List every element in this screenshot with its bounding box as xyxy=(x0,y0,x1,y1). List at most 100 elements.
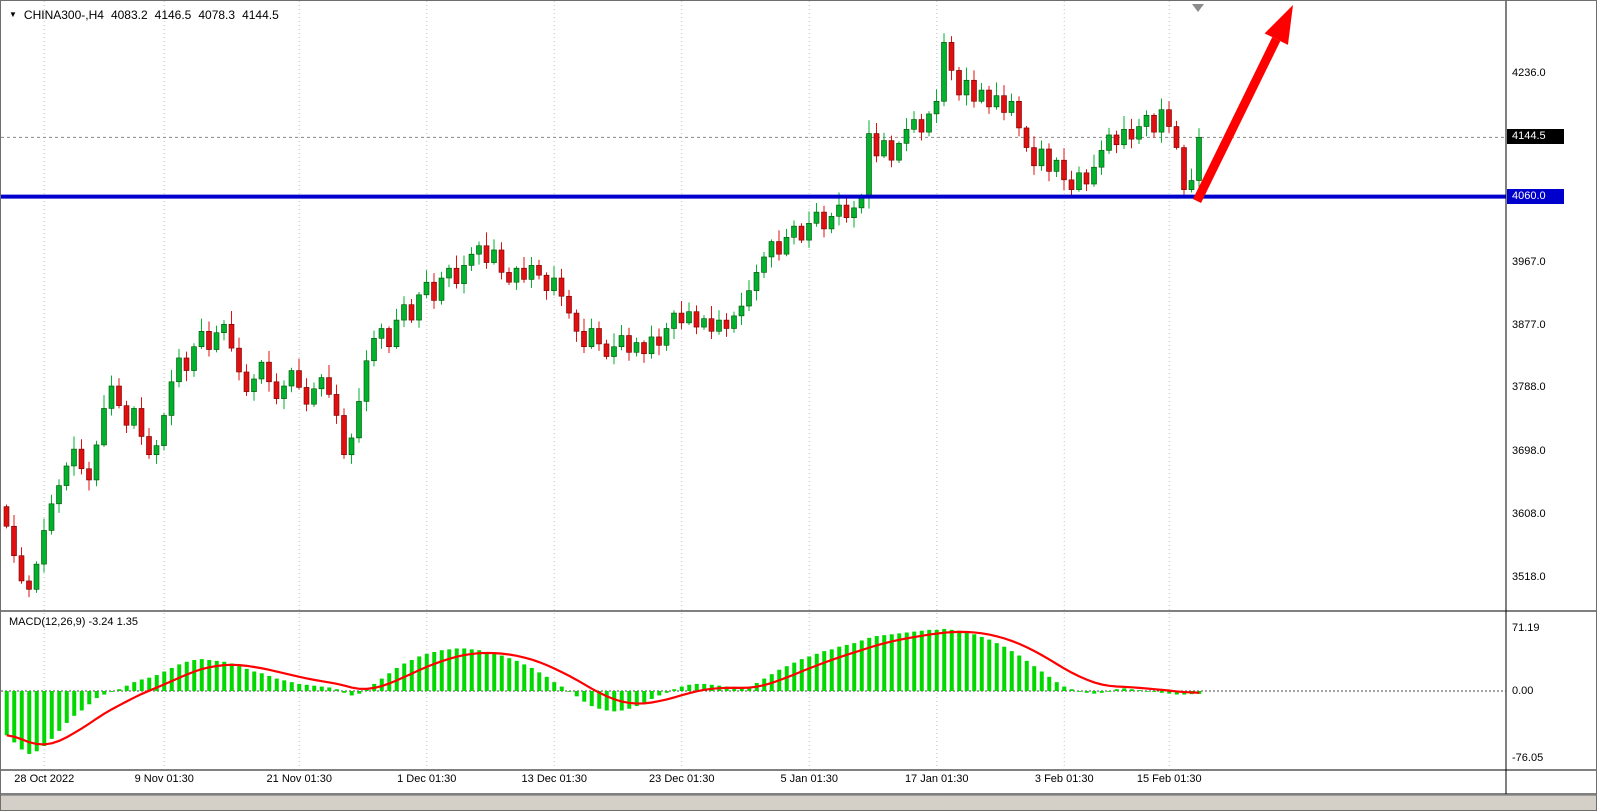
candle xyxy=(956,70,962,96)
candle xyxy=(288,370,295,387)
price-axis-label: 3877.0 xyxy=(1512,318,1546,331)
candle xyxy=(521,267,527,280)
candle xyxy=(993,95,1000,108)
candle xyxy=(468,253,475,266)
candle xyxy=(506,272,512,283)
candle xyxy=(1143,115,1150,127)
candle xyxy=(1158,109,1165,133)
symbol-dropdown-icon[interactable]: ▼ xyxy=(9,10,17,19)
candle xyxy=(356,401,362,439)
candle xyxy=(918,119,925,133)
candle xyxy=(1098,150,1105,168)
candle xyxy=(573,312,580,332)
macd-histogram xyxy=(4,628,1202,754)
candle xyxy=(1016,100,1022,129)
current-price-tag: 4144.5 xyxy=(1507,129,1564,145)
candle xyxy=(701,318,707,328)
candle xyxy=(423,281,430,296)
ohlc-close-value: 4144.5 xyxy=(242,8,279,22)
candle xyxy=(678,312,685,324)
candle xyxy=(123,405,130,426)
candle xyxy=(401,304,407,321)
candle xyxy=(431,281,437,301)
candle xyxy=(461,265,467,284)
candle xyxy=(191,346,197,371)
candle xyxy=(78,448,85,470)
candle xyxy=(1083,172,1090,185)
candle xyxy=(386,328,392,348)
candle xyxy=(1068,179,1075,190)
candle xyxy=(438,277,445,301)
candle xyxy=(483,245,490,263)
time-axis-label: 1 Dec 01:30 xyxy=(397,773,457,785)
candle xyxy=(318,377,325,390)
candle xyxy=(408,304,415,321)
candle xyxy=(213,332,220,350)
candle xyxy=(273,381,280,399)
candle xyxy=(251,378,257,392)
candle xyxy=(1023,127,1030,148)
candle xyxy=(858,197,865,209)
candle xyxy=(1128,129,1135,140)
time-axis-label: 5 Jan 01:30 xyxy=(780,773,839,785)
candle xyxy=(746,290,752,307)
candle xyxy=(183,357,190,371)
candle xyxy=(941,42,947,102)
candle xyxy=(986,89,992,108)
candle xyxy=(671,312,677,329)
trend-arrow[interactable] xyxy=(1192,5,1293,203)
candle xyxy=(896,143,902,161)
price-axis-label: 3788.0 xyxy=(1512,381,1546,394)
candle xyxy=(1008,100,1015,113)
candle xyxy=(768,241,775,258)
candle xyxy=(108,385,115,409)
candle xyxy=(498,249,505,273)
candle xyxy=(888,140,895,161)
time-axis-label: 21 Nov 01:30 xyxy=(266,773,332,785)
candle xyxy=(1001,95,1007,113)
panel-separators xyxy=(1,1,1596,795)
price-axis-label: 3608.0 xyxy=(1512,507,1546,520)
candle xyxy=(236,347,242,373)
time-axis-label: 23 Dec 01:30 xyxy=(649,773,715,785)
candle xyxy=(851,207,857,218)
candle xyxy=(3,506,10,527)
candle xyxy=(656,336,662,346)
bottom-scroll-area[interactable] xyxy=(1,795,1596,810)
candle xyxy=(221,323,227,334)
candle xyxy=(1181,147,1187,190)
candle xyxy=(716,319,722,332)
candle xyxy=(881,140,887,157)
candle xyxy=(798,225,805,241)
candle xyxy=(101,408,107,446)
time-axis-label: 13 Dec 01:30 xyxy=(521,773,587,785)
candle xyxy=(963,79,970,96)
candle xyxy=(363,360,370,402)
ohlc-low-value: 4078.3 xyxy=(198,8,236,22)
candle xyxy=(341,415,347,456)
time-axis-label: 28 Oct 2022 xyxy=(14,773,75,785)
candle xyxy=(806,223,812,241)
candle xyxy=(813,211,820,224)
candle xyxy=(753,272,760,291)
candle xyxy=(1173,126,1180,148)
support-level-tag: 4060.0 xyxy=(1507,188,1564,204)
candle xyxy=(258,361,265,380)
macd-axis-label: -76.05 xyxy=(1512,752,1544,765)
candle xyxy=(1113,134,1120,146)
candle xyxy=(146,436,152,456)
candle xyxy=(1076,172,1082,190)
scroll-end-marker-icon[interactable] xyxy=(1192,4,1204,12)
candle xyxy=(138,408,145,437)
candle xyxy=(393,319,400,348)
candle xyxy=(821,211,827,230)
candle xyxy=(551,277,557,291)
candle xyxy=(693,311,700,328)
candle xyxy=(18,555,25,582)
time-axis-label: 17 Jan 01:30 xyxy=(904,773,969,785)
candle xyxy=(71,448,77,467)
candle xyxy=(161,415,167,446)
candle xyxy=(603,343,610,357)
candle xyxy=(648,336,655,355)
